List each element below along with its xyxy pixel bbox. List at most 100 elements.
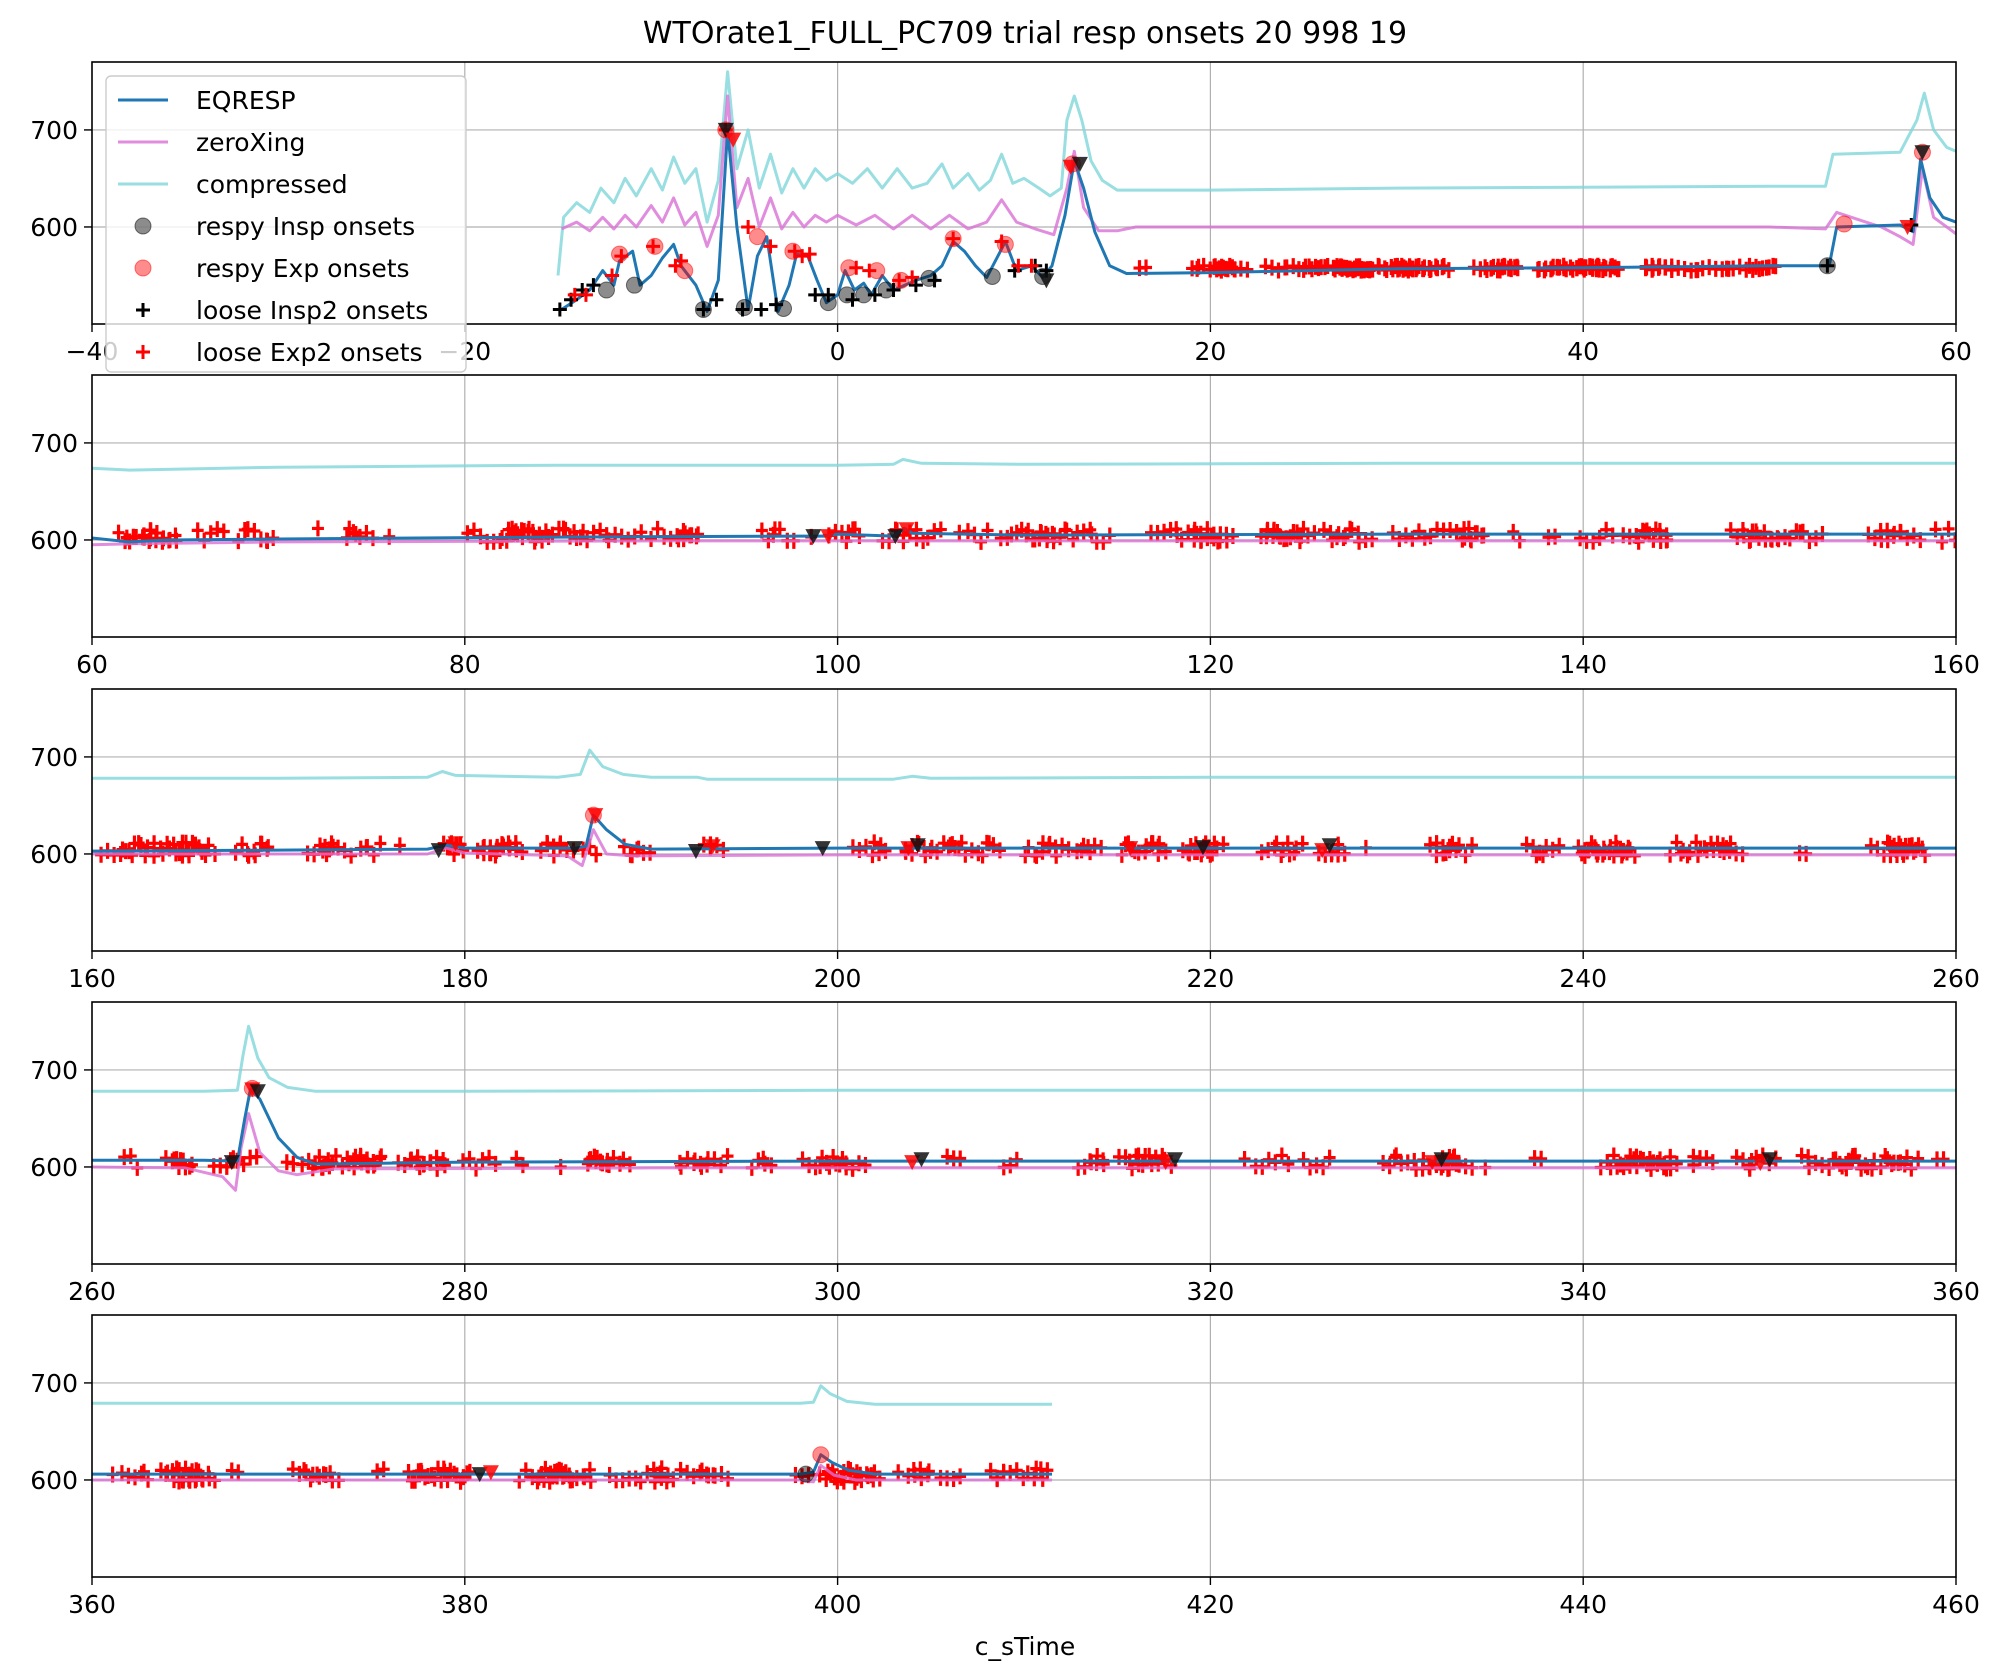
loose-exp2-onset-marker: [1328, 260, 1341, 277]
loose-exp2-onset-marker: [232, 1464, 245, 1481]
series-line-zeroxing: [561, 94, 1956, 248]
x-tick-label: 0: [830, 337, 846, 366]
series-line-zeroxing: [92, 1463, 1052, 1484]
loose-exp2-onset-marker: [1507, 523, 1520, 540]
loose-exp2-onset-marker: [931, 843, 944, 860]
legend-entry: zeroXing: [118, 128, 305, 157]
x-tick-label: 60: [1940, 337, 1972, 366]
legend-entry: loose Exp2 onsets: [136, 338, 423, 367]
loose-exp2-onset-marker: [645, 530, 658, 547]
series-line-compressed: [92, 748, 1956, 781]
onset-triangle-marker: [805, 529, 822, 545]
loose-exp2-onset-marker: [836, 1150, 849, 1167]
y-tick-label: 600: [30, 526, 78, 555]
loose-insp2-onset-marker: [769, 297, 784, 312]
legend-label: compressed: [196, 170, 348, 199]
onset-triangle-marker: [471, 1467, 488, 1483]
loose-insp2-onset-marker: [808, 287, 823, 302]
loose-exp2-onset-marker: [1643, 1150, 1656, 1167]
y-tick-label: 700: [30, 429, 78, 458]
legend-entry: respy Exp onsets: [134, 254, 410, 283]
x-tick-label: 40: [1567, 337, 1599, 366]
panel-plot-area: [92, 748, 1956, 868]
respy-insp-onset-marker: [775, 299, 793, 317]
respy-insp-onset-marker: [625, 276, 643, 294]
series-line-eqresp: [92, 1453, 1052, 1476]
loose-exp2-onset-marker: [1024, 258, 1039, 273]
loose-exp2-onset-marker: [590, 846, 603, 863]
loose-exp2-onset-marker: [674, 253, 689, 268]
onset-triangle-marker: [1071, 156, 1088, 172]
loose-exp2-onset-marker: [816, 1149, 829, 1166]
series-line-compressed: [556, 70, 1956, 276]
respy-exp-onset-marker: [812, 1446, 830, 1464]
x-tick-label: 440: [1559, 1590, 1607, 1619]
loose-exp2-onset-marker: [415, 1462, 428, 1479]
onset-triangle-marker: [887, 529, 904, 545]
loose-exp2-onset-marker: [1758, 524, 1771, 541]
x-tick-label: 220: [1187, 964, 1235, 993]
loose-exp2-onset-marker: [1097, 1156, 1110, 1173]
loose-exp2-onset-marker: [1593, 529, 1606, 546]
loose-exp2-onset-marker: [1290, 524, 1303, 541]
loose-exp2-onset-marker: [554, 837, 567, 854]
loose-exp2-onset-marker: [557, 520, 570, 537]
y-tick-label: 600: [30, 1153, 78, 1182]
loose-exp2-onset-marker: [519, 1462, 532, 1479]
loose-exp2-onset-marker: [795, 249, 810, 264]
loose-exp2-onset-marker: [614, 249, 629, 264]
series-line-zeroxing: [92, 1112, 1956, 1192]
x-tick-label: 160: [68, 964, 116, 993]
x-tick-label: 260: [68, 1277, 116, 1306]
loose-exp2-onset-marker: [354, 1147, 367, 1164]
loose-exp2-onset-marker: [1010, 1462, 1023, 1479]
loose-exp2-onset-marker: [159, 1150, 172, 1167]
loose-exp2-onset-marker: [467, 522, 480, 539]
legend-swatch-plus: [136, 345, 150, 359]
respy-exp-onset-marker: [611, 245, 629, 263]
loose-exp2-onset-marker: [1544, 261, 1557, 278]
panel-3: 160 180 200 220 240 260 600 700: [30, 688, 1980, 993]
loose-exp2-onset-marker: [1590, 261, 1603, 278]
loose-exp2-onset-marker: [463, 1463, 476, 1480]
onset-triangle-marker: [1122, 841, 1139, 857]
loose-exp2-onset-marker: [287, 1155, 300, 1172]
loose-exp2-onset-marker: [516, 1157, 529, 1174]
onset-triangle-marker: [249, 1084, 266, 1100]
series-line-eqresp: [92, 526, 1956, 544]
loose-exp2-onset-marker: [148, 835, 161, 852]
loose-exp2-onset-marker: [1746, 523, 1759, 540]
loose-exp2-onset-marker: [1077, 523, 1090, 540]
respy-exp-onset-marker: [1835, 215, 1853, 233]
loose-insp2-onset-marker: [845, 292, 860, 307]
legend-box: [105, 75, 467, 373]
onset-triangle-marker: [447, 836, 464, 852]
loose-exp2-onset-marker: [1535, 1150, 1548, 1167]
onset-triangle-marker: [1321, 838, 1338, 854]
x-tick-label: 120: [1187, 650, 1235, 679]
loose-exp2-onset-marker: [463, 1150, 476, 1167]
onset-triangle-marker: [1038, 273, 1055, 289]
x-tick-label: 360: [68, 1590, 116, 1619]
respy-insp-onset-marker: [983, 267, 1001, 285]
x-tick-label: 400: [814, 1590, 862, 1619]
loose-exp2-onset-marker: [444, 1462, 457, 1479]
loose-exp2-onset-marker: [1900, 1149, 1913, 1166]
loose-exp2-onset-marker: [910, 521, 923, 538]
loose-exp2-onset-marker: [367, 1157, 380, 1174]
onset-triangle-marker: [482, 1465, 499, 1481]
loose-exp2-onset-marker: [1136, 1156, 1149, 1173]
loose-exp2-onset-marker: [757, 1150, 770, 1167]
panel-frame: [91, 61, 1957, 325]
loose-insp2-onset-marker: [696, 302, 711, 317]
loose-exp2-onset-marker: [476, 1152, 489, 1169]
x-tick-label: 180: [441, 964, 489, 993]
respy-insp-onset-marker: [735, 299, 753, 317]
loose-insp2-onset-marker: [552, 302, 567, 317]
loose-exp2-onset-marker: [1323, 1149, 1336, 1166]
loose-exp2-onset-marker: [1653, 522, 1666, 539]
series-line-compressed: [92, 457, 1956, 472]
onset-triangle-marker: [566, 841, 583, 857]
loose-exp2-onset-marker: [1282, 1156, 1295, 1173]
onset-triangle-marker: [913, 1152, 930, 1168]
